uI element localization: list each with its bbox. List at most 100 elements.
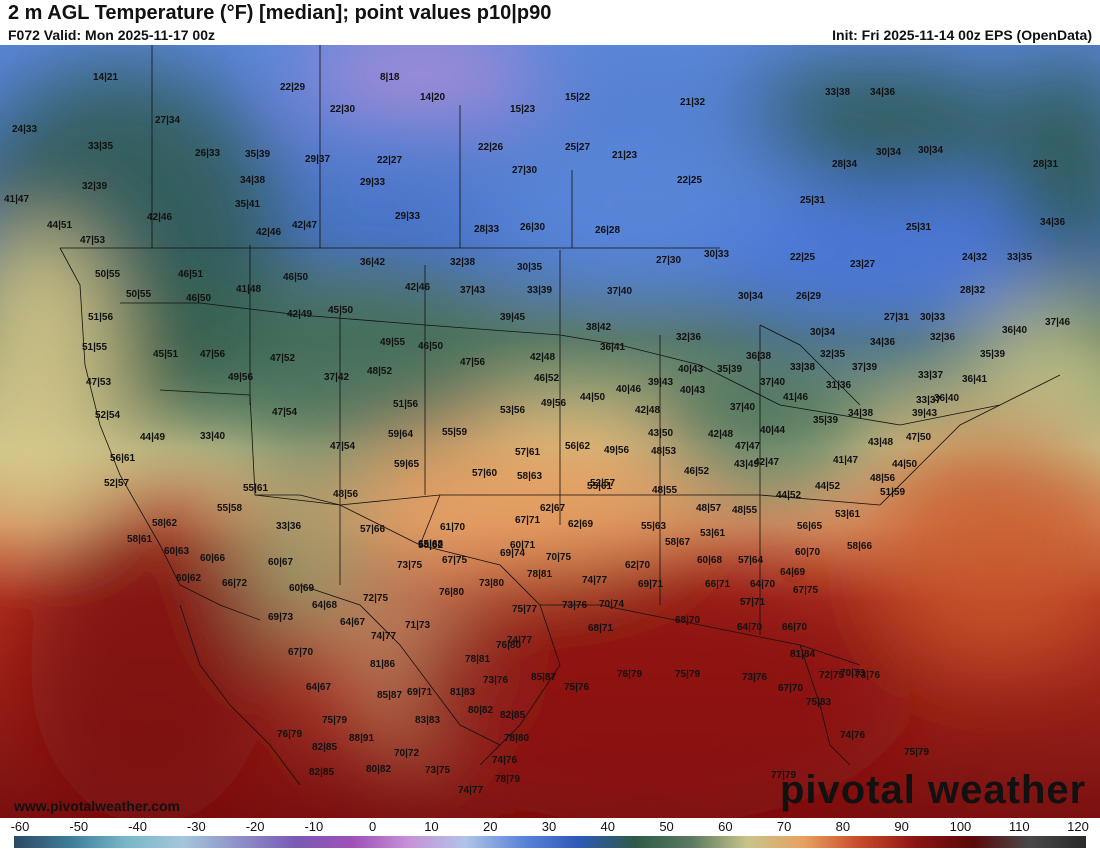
point-value: 60|71 [510, 540, 535, 551]
pivotal-weather-logo: pivotal weather [780, 768, 1087, 812]
colorbar-tick-label: -60 [10, 819, 30, 834]
temperature-colorbar: -60 -50 -40 -30 -20 -10 0 10 20 30 40 50 60 70 80 90 100… [0, 818, 1100, 850]
point-value: 29|37 [305, 154, 330, 165]
point-value: 29|33 [395, 211, 420, 222]
point-value: 40|43 [678, 364, 703, 375]
point-value: 24|33 [12, 124, 37, 135]
point-value: 62|69 [568, 519, 593, 530]
point-value: 78|80 [504, 733, 529, 744]
point-value: 48|57 [696, 503, 721, 514]
point-value: 46|51 [178, 269, 203, 280]
point-value: 60|68 [697, 555, 722, 566]
point-value: 45|50 [328, 305, 353, 316]
point-value: 73|75 [397, 560, 422, 571]
point-value: 30|33 [920, 312, 945, 323]
point-value: 33|35 [88, 141, 113, 152]
point-value: 64|68 [312, 600, 337, 611]
point-value: 42|48 [708, 429, 733, 440]
point-value: 61|70 [440, 522, 465, 533]
point-value: 42|48 [530, 352, 555, 363]
point-value: 76|80 [439, 587, 464, 598]
point-value: 55|61 [587, 481, 612, 492]
point-value: 74|76 [840, 730, 865, 741]
point-value: 36|42 [360, 257, 385, 268]
temperature-field [0, 45, 1100, 818]
point-value: 25|31 [906, 222, 931, 233]
point-value: 49|56 [228, 372, 253, 383]
point-value: 75|79 [322, 715, 347, 726]
colorbar-tick-label: -20 [245, 819, 265, 834]
point-value: 64|70 [750, 579, 775, 590]
colorbar-gradient [14, 836, 1086, 848]
point-value: 46|50 [186, 293, 211, 304]
point-value: 56|65 [797, 521, 822, 532]
point-value: 88|91 [349, 733, 374, 744]
point-value: 28|34 [832, 159, 857, 170]
point-value: 67|70 [778, 683, 803, 694]
colorbar-tick-label: 120 [1067, 819, 1089, 834]
point-value: 40|46 [616, 384, 641, 395]
point-value: 33|39 [527, 285, 552, 296]
point-value: 82|85 [500, 710, 525, 721]
point-value: 33|38 [825, 87, 850, 98]
point-value: 33|37 [916, 395, 941, 406]
point-value: 53|56 [500, 405, 525, 416]
point-value: 59|64 [388, 429, 413, 440]
point-value: 52|57 [590, 478, 615, 489]
point-value: 47|47 [735, 441, 760, 452]
point-value: 35|39 [245, 149, 270, 160]
map-canvas: 14|21 22|29 8|18 14|20 15|22 21|32 33|38 34|36 2… [0, 45, 1100, 818]
point-value: 35|39 [813, 415, 838, 426]
colorbar-tick-label: -50 [69, 819, 89, 834]
point-value: 48|56 [333, 489, 358, 500]
point-value: 48|56 [870, 473, 895, 484]
point-value: 32|36 [930, 332, 955, 343]
point-value: 34|38 [240, 175, 265, 186]
point-value: 25|31 [800, 195, 825, 206]
point-value: 74|76 [492, 755, 517, 766]
point-value: 56|61 [110, 453, 135, 464]
point-value: 32|36 [676, 332, 701, 343]
point-value: 70|74 [599, 599, 624, 610]
colorbar-tick-label: 60 [718, 819, 733, 834]
colorbar-tick-label: 90 [894, 819, 909, 834]
point-value: 57|61 [515, 447, 540, 458]
point-value: 37|42 [324, 372, 349, 383]
point-value: 83|83 [415, 715, 440, 726]
point-value: 36|40 [1002, 325, 1027, 336]
point-value: 48|52 [367, 366, 392, 377]
point-value: 22|25 [677, 175, 702, 186]
point-value: 67|75 [442, 555, 467, 566]
point-values: 14|21 22|29 8|18 14|20 15|22 21|32 33|38 34|36 2… [4, 72, 1070, 796]
point-value: 25|27 [565, 142, 590, 153]
point-value: 60|66 [200, 553, 225, 564]
point-value: 39|43 [912, 408, 937, 419]
init-time: Init: Fri 2025-11-14 00z EPS (OpenData) [832, 27, 1092, 43]
point-value: 22|29 [280, 82, 305, 93]
website-credit[interactable]: www.pivotalweather.com [14, 798, 180, 814]
point-value: 46|52 [684, 466, 709, 477]
point-value: 32|35 [820, 349, 845, 360]
point-value: 76|79 [277, 729, 302, 740]
point-value: 39|43 [648, 377, 673, 388]
point-value: 51|59 [880, 487, 905, 498]
point-value: 77|79 [771, 770, 796, 781]
point-value: 69|74 [500, 548, 525, 559]
point-value: 60|69 [289, 583, 314, 594]
point-value: 34|38 [848, 408, 873, 419]
point-value: 22|26 [478, 142, 503, 153]
point-value: 74|77 [582, 575, 607, 586]
point-value: 53|61 [700, 528, 725, 539]
point-value: 70|73 [840, 668, 865, 679]
point-value: 49|56 [541, 398, 566, 409]
point-value: 80|82 [468, 705, 493, 716]
point-value: 34|36 [870, 337, 895, 348]
point-value: 60|70 [795, 547, 820, 558]
point-value: 47|53 [86, 377, 111, 388]
point-value: 26|28 [595, 225, 620, 236]
point-value: 73|76 [483, 675, 508, 686]
point-value: 28|33 [474, 224, 499, 235]
point-value: 42|48 [635, 405, 660, 416]
point-value: 55|61 [243, 483, 268, 494]
point-value: 58|62 [418, 540, 443, 551]
